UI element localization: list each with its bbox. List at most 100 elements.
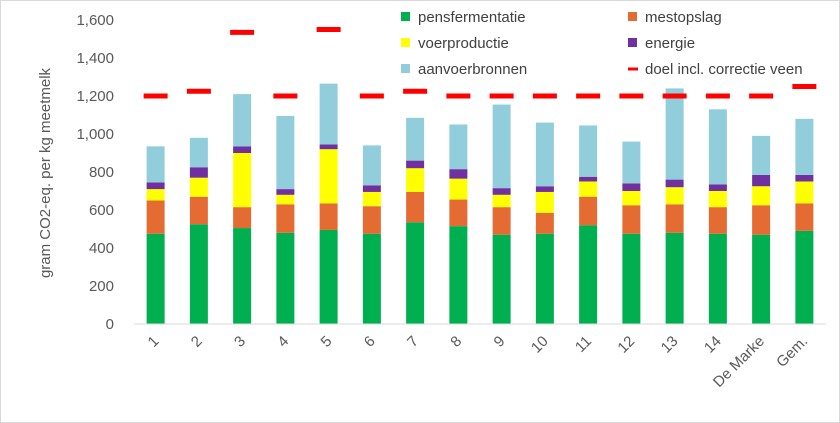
bar-segment-energie (708, 184, 727, 191)
x-tick-label: 8 (447, 333, 465, 351)
y-tick-label: 1,400 (76, 50, 114, 67)
bar-segment-aanvoerbronnen (752, 135, 771, 175)
x-tick-label: 13 (658, 333, 682, 357)
bar-segment-aanvoerbronnen (276, 115, 295, 190)
bar-segment-energie (276, 189, 295, 195)
bar-segment-aanvoerbronnen (708, 109, 727, 185)
y-tick-label: 400 (89, 240, 114, 257)
y-axis-label: gram CO2-eq. per kg meetmelk (37, 67, 54, 278)
bar-segment-energie (319, 144, 338, 150)
bar-segment-aanvoerbronnen (492, 104, 511, 189)
legend-label: aanvoerbronnen (418, 61, 527, 78)
bar-segment-mestopslag (579, 196, 598, 226)
legend-swatch (401, 12, 410, 21)
x-tick-label: 6 (361, 333, 379, 351)
bar-segment-pensfermentatie (449, 226, 468, 324)
bar-segment-pensfermentatie (622, 233, 641, 324)
bar-segment-energie (795, 174, 814, 182)
x-tick-label: 5 (318, 333, 336, 351)
bar-segment-pensfermentatie (579, 225, 598, 324)
bar-segment-mestopslag (406, 191, 425, 223)
bar-segment-mestopslag (795, 203, 814, 231)
bar-segment-voerproductie (319, 149, 338, 204)
legend-swatch (401, 64, 410, 73)
x-tick-label: 4 (274, 333, 292, 351)
bar-segment-voerproductie (362, 191, 381, 207)
bar-segment-pensfermentatie (362, 233, 381, 324)
bar-segment-voerproductie (406, 168, 425, 192)
bar-segment-mestopslag (535, 212, 554, 234)
y-tick-label: 800 (89, 164, 114, 181)
bar-segment-mestopslag (319, 203, 338, 230)
bar-segment-aanvoerbronnen (449, 124, 468, 170)
bar-segment-mestopslag (665, 204, 684, 233)
bar-segment-mestopslag (276, 204, 295, 233)
bar-segment-voerproductie (449, 178, 468, 200)
legend-swatch (628, 38, 637, 47)
bar-segment-mestopslag (708, 207, 727, 234)
bar-segment-mestopslag (622, 205, 641, 234)
legend-label: pensfermentatie (418, 9, 526, 26)
bar-segment-energie (362, 185, 381, 192)
x-tick-label: 11 (572, 333, 595, 356)
x-tick-label: 7 (404, 333, 422, 351)
legend-label: voerproductie (418, 35, 509, 52)
bar-segment-energie (579, 176, 598, 182)
bar-segment-pensfermentatie (146, 233, 165, 324)
bar-segment-voerproductie (665, 187, 684, 205)
x-tick-label: 10 (528, 333, 552, 357)
y-tick-label: 1,600 (76, 12, 114, 29)
bars (146, 83, 814, 324)
y-tick-label: 0 (106, 316, 114, 333)
bar-segment-mestopslag (449, 199, 468, 227)
y-tick-label: 200 (89, 278, 114, 295)
bar-segment-voerproductie (622, 191, 641, 206)
y-tick-label: 1,000 (76, 126, 114, 143)
bar-segment-pensfermentatie (492, 234, 511, 324)
y-tick-label: 600 (89, 202, 114, 219)
bar-segment-energie (535, 186, 554, 192)
bar-segment-aanvoerbronnen (579, 125, 598, 177)
bar-segment-voerproductie (276, 194, 295, 205)
bar-segment-mestopslag (492, 207, 511, 235)
bar-segment-energie (233, 146, 252, 153)
bar-segment-aanvoerbronnen (406, 117, 425, 161)
bar-segment-energie (622, 183, 641, 191)
x-tick-label: Gem. (773, 333, 811, 371)
bar-segment-aanvoerbronnen (535, 122, 554, 187)
bar-segment-pensfermentatie (752, 234, 771, 324)
bar-segment-voerproductie (189, 177, 208, 197)
bar-segment-energie (449, 169, 468, 179)
bar-segment-pensfermentatie (406, 222, 425, 324)
bar-segment-pensfermentatie (276, 232, 295, 324)
bar-segment-aanvoerbronnen (795, 118, 814, 175)
legend-swatch (401, 38, 410, 47)
bar-segment-energie (406, 160, 425, 169)
legend-label: doel incl. correctie veen (645, 61, 803, 78)
bar-segment-mestopslag (233, 207, 252, 229)
bar-segment-voerproductie (579, 181, 598, 197)
bar-segment-aanvoerbronnen (665, 88, 684, 180)
bar-segment-aanvoerbronnen (233, 94, 252, 147)
legend: pensfermentatie mestopslag voerproductie en… (401, 9, 803, 78)
bar-segment-energie (189, 167, 208, 178)
bar-segment-voerproductie (795, 181, 814, 204)
bar-segment-aanvoerbronnen (146, 146, 165, 183)
bar-segment-voerproductie (708, 191, 727, 208)
bar-segment-mestopslag (362, 206, 381, 234)
bar-segment-voerproductie (752, 186, 771, 206)
bar-segment-aanvoerbronnen (362, 145, 381, 186)
bar-segment-energie (492, 188, 511, 195)
bar-segment-pensfermentatie (233, 228, 252, 324)
bar-segment-mestopslag (752, 205, 771, 235)
legend-label: energie (645, 35, 695, 52)
bar-segment-pensfermentatie (319, 229, 338, 324)
x-tick-label: 3 (231, 333, 249, 351)
x-tick-label: 9 (491, 333, 509, 351)
x-tick-label: 1 (145, 333, 163, 351)
bar-segment-voerproductie (492, 194, 511, 208)
bar-segment-energie (752, 174, 771, 187)
y-tick-label: 1,200 (76, 88, 114, 105)
